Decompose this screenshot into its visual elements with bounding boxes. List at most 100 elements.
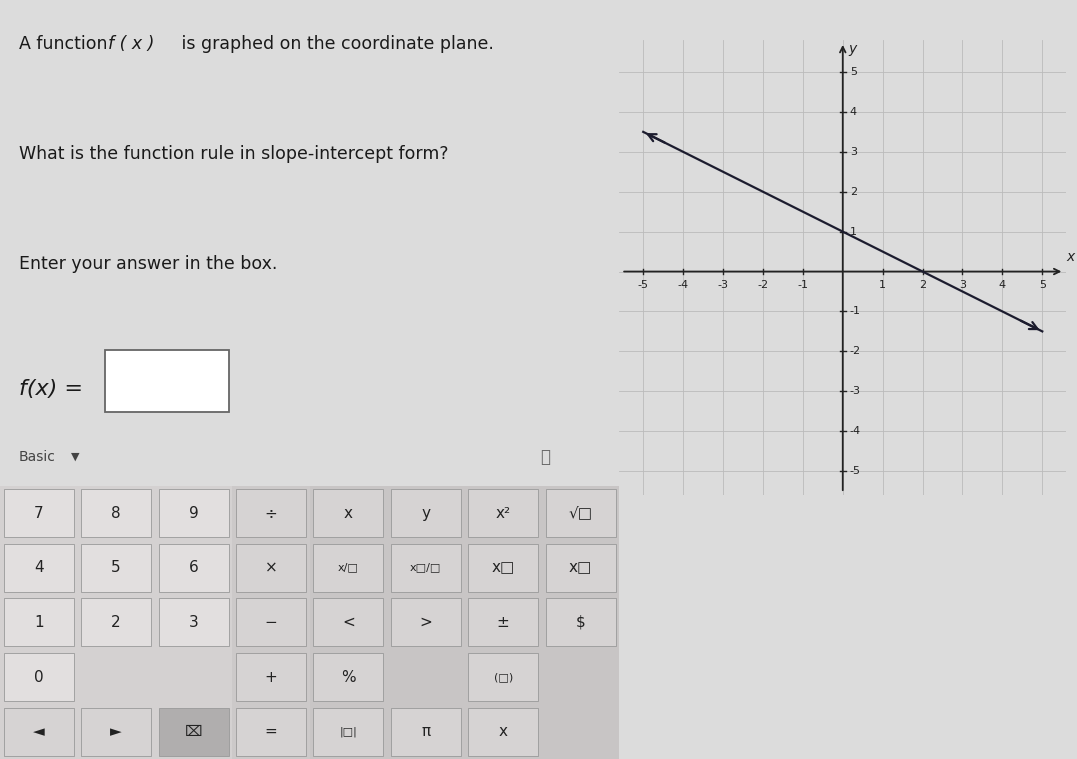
Text: %: % <box>341 669 355 685</box>
Text: -4: -4 <box>677 280 688 291</box>
Text: 2: 2 <box>111 615 121 630</box>
Text: >: > <box>419 615 432 630</box>
Bar <box>468 543 538 592</box>
Text: 4: 4 <box>33 560 43 575</box>
Text: 9: 9 <box>188 505 198 521</box>
Text: ⓘ: ⓘ <box>540 448 550 465</box>
Text: -2: -2 <box>850 346 861 357</box>
Bar <box>546 598 616 647</box>
Text: x□: x□ <box>569 560 592 575</box>
Text: =: = <box>265 724 277 739</box>
Text: y: y <box>421 505 430 521</box>
Bar <box>313 653 383 701</box>
Bar <box>158 598 228 647</box>
Bar <box>391 707 461 756</box>
Text: 3: 3 <box>959 280 966 291</box>
Text: -1: -1 <box>850 307 861 317</box>
Text: 7: 7 <box>33 505 43 521</box>
Text: (□): (□) <box>493 672 513 682</box>
Text: x/□: x/□ <box>338 562 359 573</box>
Text: x: x <box>1066 250 1075 264</box>
Bar <box>236 543 306 592</box>
Text: 2: 2 <box>919 280 926 291</box>
Bar <box>236 489 306 537</box>
Bar <box>391 489 461 537</box>
Bar <box>313 707 383 756</box>
Text: What is the function rule in slope-intercept form?: What is the function rule in slope-inter… <box>18 145 448 163</box>
Bar <box>468 653 538 701</box>
Bar <box>81 707 151 756</box>
Bar <box>468 598 538 647</box>
Bar <box>3 653 73 701</box>
Bar <box>81 598 151 647</box>
Bar <box>3 707 73 756</box>
Text: x: x <box>499 724 507 739</box>
Text: is graphed on the coordinate plane.: is graphed on the coordinate plane. <box>177 35 494 53</box>
Text: ▼: ▼ <box>71 452 80 461</box>
Text: -2: -2 <box>757 280 769 291</box>
Text: <: < <box>342 615 354 630</box>
Text: 4: 4 <box>850 107 857 117</box>
Bar <box>3 598 73 647</box>
Text: 1: 1 <box>879 280 886 291</box>
Text: 3: 3 <box>850 146 857 157</box>
Text: −: − <box>265 615 277 630</box>
Text: x²: x² <box>495 505 510 521</box>
Bar <box>310 486 619 759</box>
Text: Basic: Basic <box>18 449 55 464</box>
Text: ×: × <box>265 560 277 575</box>
Bar <box>158 543 228 592</box>
Text: 2: 2 <box>850 187 857 197</box>
Text: 3: 3 <box>188 615 198 630</box>
Bar <box>0 486 233 759</box>
Text: -3: -3 <box>850 386 861 396</box>
Text: ◄: ◄ <box>32 724 44 739</box>
Bar <box>3 489 73 537</box>
Text: y: y <box>849 42 857 56</box>
Bar <box>158 489 228 537</box>
Text: 5: 5 <box>111 560 121 575</box>
Text: x□/□: x□/□ <box>410 562 442 573</box>
Bar <box>546 543 616 592</box>
Bar <box>158 707 228 756</box>
Text: +: + <box>265 669 277 685</box>
Bar <box>236 653 306 701</box>
Text: -5: -5 <box>850 466 861 476</box>
Text: -4: -4 <box>850 426 861 436</box>
FancyBboxPatch shape <box>106 350 229 411</box>
Text: -5: -5 <box>638 280 648 291</box>
Bar <box>81 543 151 592</box>
Text: ►: ► <box>110 724 122 739</box>
Text: 1: 1 <box>850 227 857 237</box>
Bar <box>81 489 151 537</box>
Bar <box>391 543 461 592</box>
Text: x: x <box>344 505 353 521</box>
Bar <box>313 489 383 537</box>
Text: A function: A function <box>18 35 113 53</box>
Text: 8: 8 <box>111 505 121 521</box>
Text: 6: 6 <box>188 560 198 575</box>
Text: √□: √□ <box>569 505 592 521</box>
Text: 5: 5 <box>1039 280 1046 291</box>
Bar <box>468 707 538 756</box>
Text: π: π <box>421 724 431 739</box>
Text: $: $ <box>576 615 586 630</box>
Text: |□|: |□| <box>339 726 358 737</box>
Bar <box>468 489 538 537</box>
Text: x□: x□ <box>491 560 515 575</box>
Text: 4: 4 <box>998 280 1006 291</box>
Text: -3: -3 <box>717 280 728 291</box>
Text: ⌧: ⌧ <box>185 724 202 739</box>
Text: -1: -1 <box>797 280 809 291</box>
Bar <box>313 598 383 647</box>
Text: 0: 0 <box>33 669 43 685</box>
Text: 5: 5 <box>850 67 857 77</box>
Text: ÷: ÷ <box>265 505 277 521</box>
Bar <box>546 489 616 537</box>
Text: Enter your answer in the box.: Enter your answer in the box. <box>18 255 277 273</box>
Text: f(x) =: f(x) = <box>18 379 83 398</box>
Text: f ( x ): f ( x ) <box>109 35 155 53</box>
Bar <box>236 598 306 647</box>
Bar <box>3 543 73 592</box>
Bar <box>313 543 383 592</box>
